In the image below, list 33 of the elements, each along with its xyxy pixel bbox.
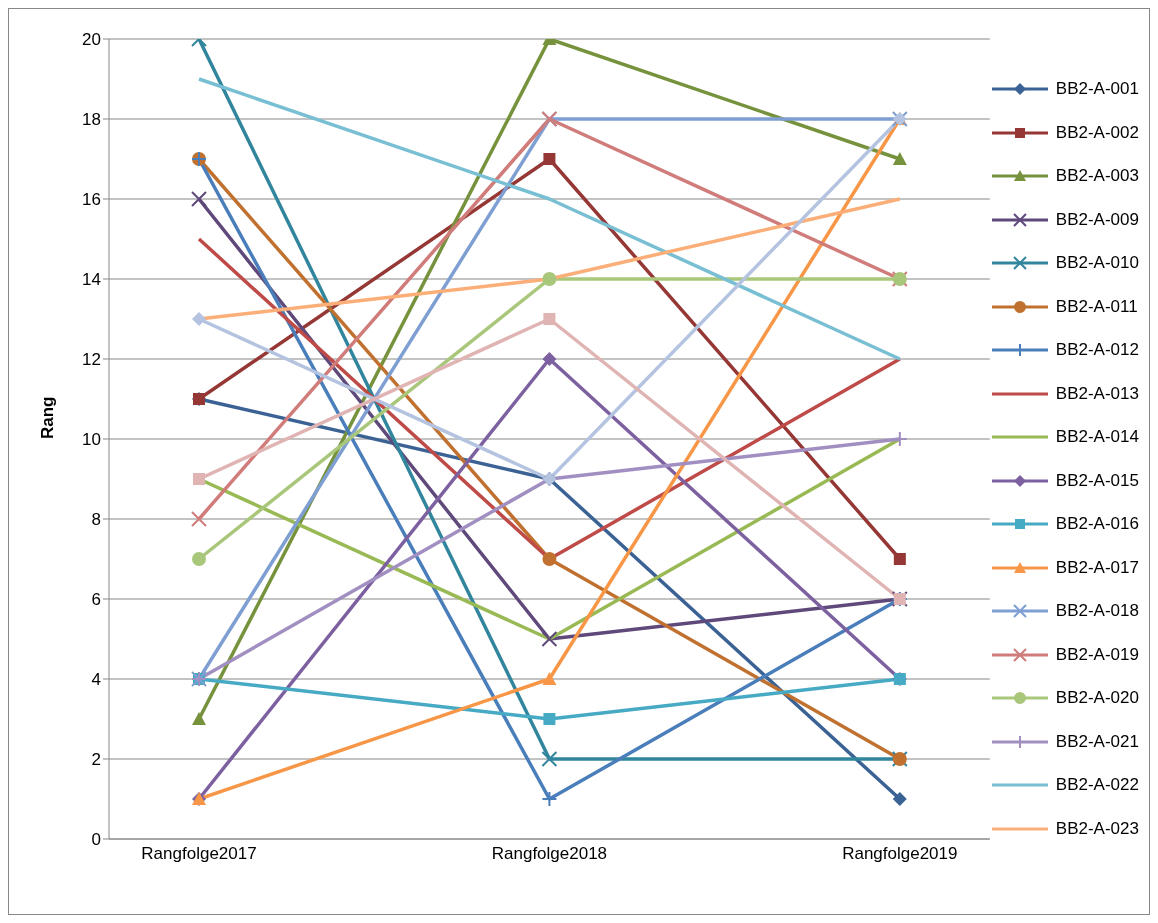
legend-label: BB2-A-016 <box>1055 514 1139 535</box>
y-tick-label: 14 <box>82 270 101 290</box>
y-tick-label: 20 <box>82 30 101 50</box>
legend-label: BB2-A-010 <box>1055 253 1139 274</box>
legend-label: BB2-A-019 <box>1055 644 1139 665</box>
legend-label: BB2-A-012 <box>1055 340 1139 361</box>
legend-label: BB2-A-020 <box>1055 688 1139 709</box>
legend-label: BB2-A-009 <box>1055 209 1139 230</box>
legend-label: BB2-A-013 <box>1055 383 1139 404</box>
y-tick-label: 6 <box>91 590 101 610</box>
y-tick-label: 18 <box>82 110 101 130</box>
legend-label: BB2-A-021 <box>1055 731 1139 752</box>
legend-label: BB2-A-018 <box>1055 601 1139 622</box>
legend-label: BB2-A-023 <box>1055 818 1139 839</box>
legend-label: BB2-A-002 <box>1055 122 1139 143</box>
legend-label: BB2-A-011 <box>1055 296 1138 317</box>
legend-label: BB2-A-001 <box>1055 79 1139 100</box>
legend-label: BB2-A-014 <box>1055 427 1139 448</box>
legend-label: BB2-A-003 <box>1055 166 1139 187</box>
x-tick-label: Rangfolge2017 <box>141 844 257 864</box>
y-tick-label: 10 <box>82 430 101 450</box>
y-tick-label: 2 <box>91 750 101 770</box>
y-tick-label: 16 <box>82 190 101 210</box>
legend-label: BB2-A-022 <box>1055 775 1139 796</box>
x-tick-label: Rangfolge2018 <box>491 844 608 864</box>
y-tick-label: 8 <box>91 510 101 530</box>
legend-label: BB2-A-015 <box>1055 470 1139 491</box>
x-tick-label: Rangfolge2019 <box>842 844 958 864</box>
y-axis-title: Rang <box>38 396 58 439</box>
y-tick-label: 12 <box>82 350 101 370</box>
y-tick-label: 0 <box>91 830 101 850</box>
y-tick-label: 4 <box>91 670 101 690</box>
legend-label: BB2-A-017 <box>1055 557 1139 578</box>
